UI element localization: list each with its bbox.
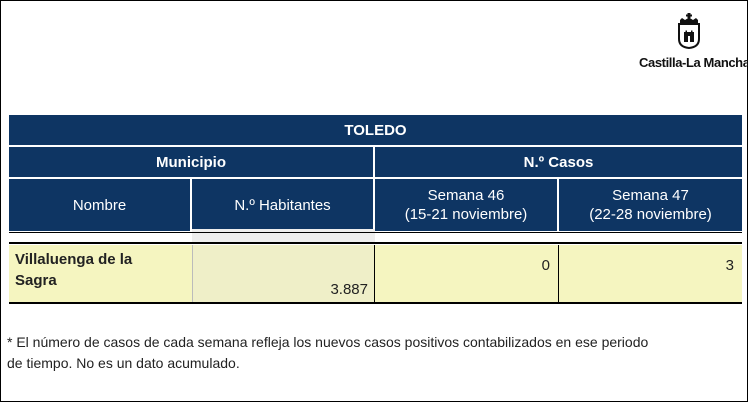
header-nombre: Nombre	[9, 179, 192, 231]
header-semana47-title: Semana 47	[612, 187, 689, 204]
separator-line-bottom	[9, 242, 742, 244]
column-header-row: Nombre N.º Habitantes Semana 46 (15-21 n…	[9, 177, 742, 231]
group-header-row: Municipio N.º Casos	[9, 145, 742, 177]
cell-habitantes-value: 3.887	[330, 281, 368, 298]
header-casos: N.º Casos	[523, 153, 594, 171]
table-title: TOLEDO	[344, 121, 407, 139]
header-semana46: Semana 46 (15-21 noviembre)	[375, 179, 559, 231]
cell-semana46-value: 0	[541, 257, 550, 274]
cell-nombre-line1: Villaluenga de la	[15, 251, 133, 268]
table-title-row: TOLEDO	[9, 114, 742, 145]
header-semana46-dates: (15-21 noviembre)	[404, 206, 528, 223]
header-semana47: Semana 47 (22-28 noviembre)	[559, 179, 742, 231]
header-habitantes: N.º Habitantes	[192, 179, 375, 231]
separator-line-top	[9, 232, 742, 233]
header-semana47-dates: (22-28 noviembre)	[589, 206, 712, 223]
cell-semana47: 3	[559, 245, 742, 302]
cell-semana46: 0	[375, 245, 559, 302]
logo: Castilla-La Mancha	[639, 13, 748, 70]
cell-semana47-value: 3	[725, 257, 734, 274]
header-municipio: Municipio	[9, 147, 375, 177]
cases-table-header: TOLEDO Municipio N.º Casos Nombre N.º Ha…	[9, 114, 742, 231]
castle-crest-icon	[678, 13, 700, 49]
cell-nombre: Villaluenga de la Sagra	[9, 245, 192, 302]
cell-nombre-line2: Sagra	[15, 272, 57, 289]
header-semana46-title: Semana 46	[427, 187, 505, 204]
table-separator	[9, 229, 742, 244]
cell-habitantes: 3.887	[192, 245, 375, 302]
footnote-line1: * El número de casos de cada semana refl…	[7, 334, 649, 350]
table-row: Villaluenga de la Sagra 3.887 0 3	[9, 245, 742, 304]
footnote-line2: de tiempo. No es un dato acumulado.	[7, 355, 240, 371]
footnote: * El número de casos de cada semana refl…	[7, 332, 739, 374]
logo-text: Castilla-La Mancha	[639, 55, 748, 70]
